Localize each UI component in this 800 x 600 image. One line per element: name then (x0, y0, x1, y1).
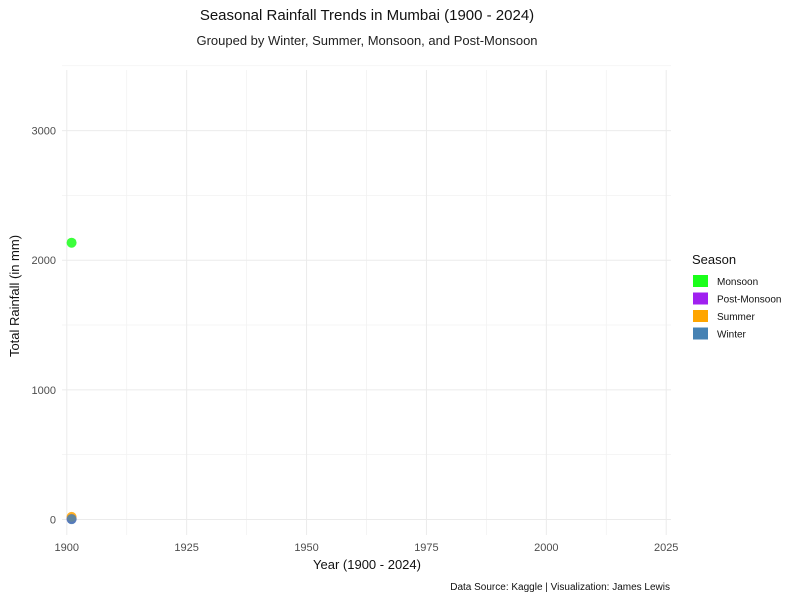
legend: Season Monsoon Post-Monsoon Summer Winter (692, 252, 781, 341)
legend-key (693, 292, 708, 305)
x-tick-label: 1900 (55, 542, 79, 554)
x-tick-label: 1950 (294, 542, 318, 554)
chart-title: Seasonal Rainfall Trends in Mumbai (1900… (200, 7, 534, 24)
legend-label: Post-Monsoon (717, 295, 781, 306)
y-tick-label: 0 (50, 514, 56, 526)
legend-key (693, 327, 708, 340)
x-tick-label: 1975 (414, 542, 438, 554)
y-tick-label: 1000 (32, 385, 56, 397)
data-point (66, 237, 77, 248)
x-tick-label: 2025 (654, 542, 678, 554)
legend-key (693, 310, 708, 322)
data-point (66, 514, 77, 525)
y-axis-title: Total Rainfall (in mm) (7, 235, 22, 357)
legend-label: Monsoon (717, 277, 758, 288)
legend-title: Season (692, 252, 736, 267)
data-points (66, 237, 77, 525)
axis-ticks: 1900 1925 1950 1975 2000 2025 0 1000 2000 3000 (32, 126, 679, 554)
y-tick-label: 3000 (32, 126, 56, 138)
grid (62, 65, 671, 535)
chart-caption: Data Source: Kaggle | Visualization: Jam… (450, 582, 670, 593)
chart-subtitle: Grouped by Winter, Summer, Monsoon, and … (196, 33, 537, 48)
x-tick-label: 2000 (534, 542, 558, 554)
x-tick-label: 1925 (174, 542, 198, 554)
legend-label: Summer (717, 312, 755, 323)
x-axis-title: Year (1900 - 2024) (313, 557, 421, 572)
y-tick-label: 2000 (32, 255, 56, 267)
legend-label: Winter (717, 330, 747, 341)
legend-key (693, 275, 708, 287)
